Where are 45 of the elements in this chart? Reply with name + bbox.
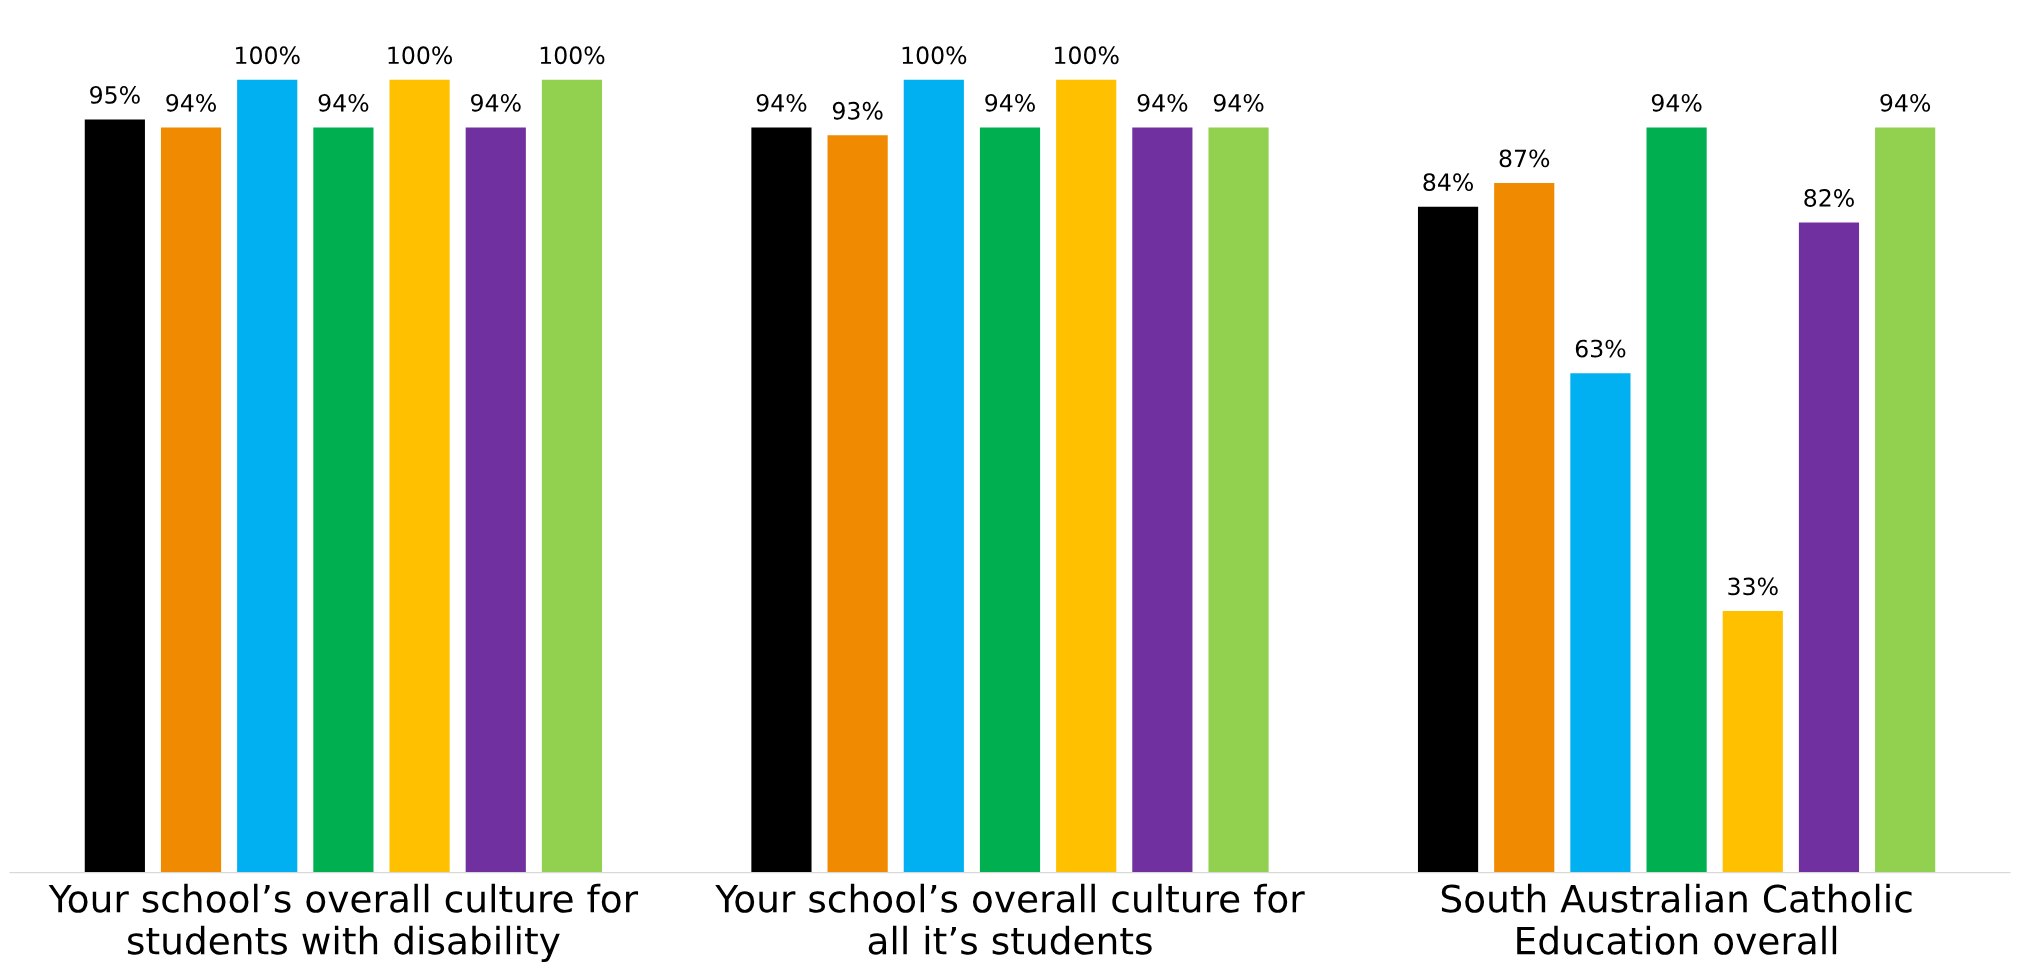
bar bbox=[1056, 79, 1117, 873]
data-label: 94% bbox=[471, 93, 521, 112]
data-label: 94% bbox=[318, 93, 369, 112]
data-label: 94% bbox=[756, 93, 807, 112]
bar bbox=[1570, 373, 1631, 873]
bar bbox=[465, 127, 526, 873]
bar bbox=[1875, 127, 1936, 873]
bar bbox=[313, 127, 374, 873]
data-label: 100% bbox=[902, 46, 967, 65]
bar bbox=[541, 79, 603, 873]
data-label: 95% bbox=[90, 85, 140, 104]
bar bbox=[237, 79, 298, 873]
bar bbox=[1646, 127, 1707, 873]
data-label: 94% bbox=[985, 93, 1035, 112]
bar bbox=[979, 127, 1041, 873]
x-tick-label: Your school’s overall culture for students with disability bbox=[48, 883, 639, 963]
data-label: 33% bbox=[1728, 577, 1778, 596]
data-label: 94% bbox=[166, 93, 216, 112]
data-label: 100% bbox=[236, 46, 300, 65]
data-label: 94% bbox=[1137, 93, 1188, 112]
bar bbox=[1417, 206, 1479, 873]
data-label: 84% bbox=[1423, 173, 1473, 192]
data-label: 100% bbox=[540, 46, 605, 65]
bar bbox=[1132, 127, 1193, 873]
data-label: 94% bbox=[1213, 93, 1264, 112]
data-label: 100% bbox=[1055, 46, 1119, 65]
x-tick-label: South Australian Catholic Education overall bbox=[1441, 883, 1912, 955]
bar bbox=[389, 79, 450, 873]
bar bbox=[1208, 127, 1269, 873]
bar bbox=[903, 79, 964, 873]
data-label: 87% bbox=[1499, 149, 1550, 168]
bar bbox=[827, 135, 888, 873]
data-label: 63% bbox=[1575, 339, 1626, 358]
bar bbox=[1798, 222, 1860, 873]
bar bbox=[84, 119, 145, 873]
data-label: 100% bbox=[388, 46, 453, 65]
data-label: 93% bbox=[832, 101, 883, 120]
data-label: 82% bbox=[1804, 189, 1854, 207]
x-tick-label: Your school’s overall culture for all it’s students bbox=[715, 883, 1305, 955]
bar bbox=[751, 127, 812, 873]
data-label: 94% bbox=[1651, 93, 1702, 112]
bar bbox=[1494, 182, 1555, 873]
bar bbox=[160, 127, 222, 873]
data-label: 94% bbox=[1880, 93, 1931, 112]
bar bbox=[1722, 611, 1783, 873]
